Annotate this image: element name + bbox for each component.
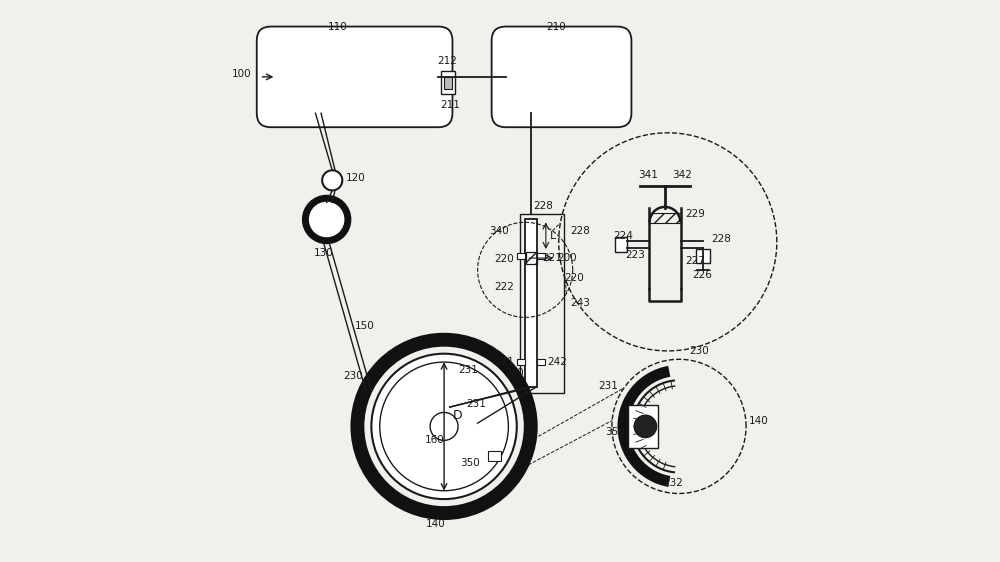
- Text: 342: 342: [672, 170, 692, 180]
- Text: 224: 224: [613, 231, 633, 241]
- Circle shape: [634, 415, 657, 438]
- FancyBboxPatch shape: [257, 26, 452, 127]
- Circle shape: [430, 413, 458, 441]
- Text: 200: 200: [558, 253, 577, 263]
- Text: 230: 230: [689, 346, 709, 356]
- Text: 211: 211: [440, 100, 460, 110]
- Bar: [615, 237, 627, 252]
- Bar: [526, 252, 537, 264]
- Text: 227: 227: [685, 256, 705, 266]
- Bar: [520, 214, 564, 393]
- Bar: [537, 253, 545, 259]
- Text: 241: 241: [494, 357, 514, 367]
- Bar: [444, 77, 452, 89]
- Text: 341: 341: [638, 170, 658, 180]
- Bar: [441, 71, 455, 94]
- Text: 228: 228: [534, 201, 553, 211]
- Bar: [696, 249, 710, 262]
- Text: 223: 223: [625, 250, 645, 260]
- Text: 240: 240: [504, 368, 524, 378]
- Text: 350: 350: [606, 427, 625, 437]
- Text: 212: 212: [437, 56, 457, 66]
- Text: 242: 242: [548, 357, 567, 367]
- Text: 228: 228: [570, 226, 590, 235]
- FancyBboxPatch shape: [492, 26, 631, 127]
- Bar: [628, 405, 658, 448]
- Bar: [517, 359, 525, 365]
- Text: L: L: [550, 231, 557, 241]
- Text: 231: 231: [458, 365, 478, 375]
- Text: 160: 160: [425, 436, 444, 445]
- Text: 220: 220: [564, 273, 584, 283]
- Text: 222: 222: [494, 282, 514, 292]
- Text: 110: 110: [328, 21, 348, 31]
- Bar: [517, 253, 525, 259]
- Circle shape: [371, 353, 517, 499]
- Text: 231: 231: [466, 399, 486, 409]
- Text: 230: 230: [343, 371, 363, 381]
- Text: 232: 232: [663, 478, 683, 488]
- Text: 210: 210: [546, 21, 566, 31]
- Text: 130: 130: [314, 248, 334, 258]
- Text: D: D: [452, 409, 462, 422]
- Text: 120: 120: [346, 173, 366, 183]
- Text: 100: 100: [232, 69, 251, 79]
- Text: 350: 350: [460, 457, 479, 468]
- Text: 243: 243: [570, 298, 590, 309]
- Text: 231: 231: [599, 381, 619, 391]
- Text: 228: 228: [711, 234, 731, 244]
- Bar: [488, 451, 501, 461]
- Text: 226: 226: [692, 270, 712, 280]
- Text: 220: 220: [494, 253, 514, 264]
- Text: 150: 150: [355, 321, 374, 331]
- Text: 140: 140: [426, 519, 446, 529]
- Bar: [537, 359, 545, 365]
- Text: 221: 221: [542, 253, 562, 263]
- Bar: [525, 220, 537, 387]
- Bar: [649, 214, 681, 224]
- Text: 140: 140: [749, 416, 769, 426]
- Text: 229: 229: [685, 209, 705, 219]
- Circle shape: [305, 198, 348, 241]
- Text: 340: 340: [489, 226, 509, 235]
- Circle shape: [322, 170, 342, 191]
